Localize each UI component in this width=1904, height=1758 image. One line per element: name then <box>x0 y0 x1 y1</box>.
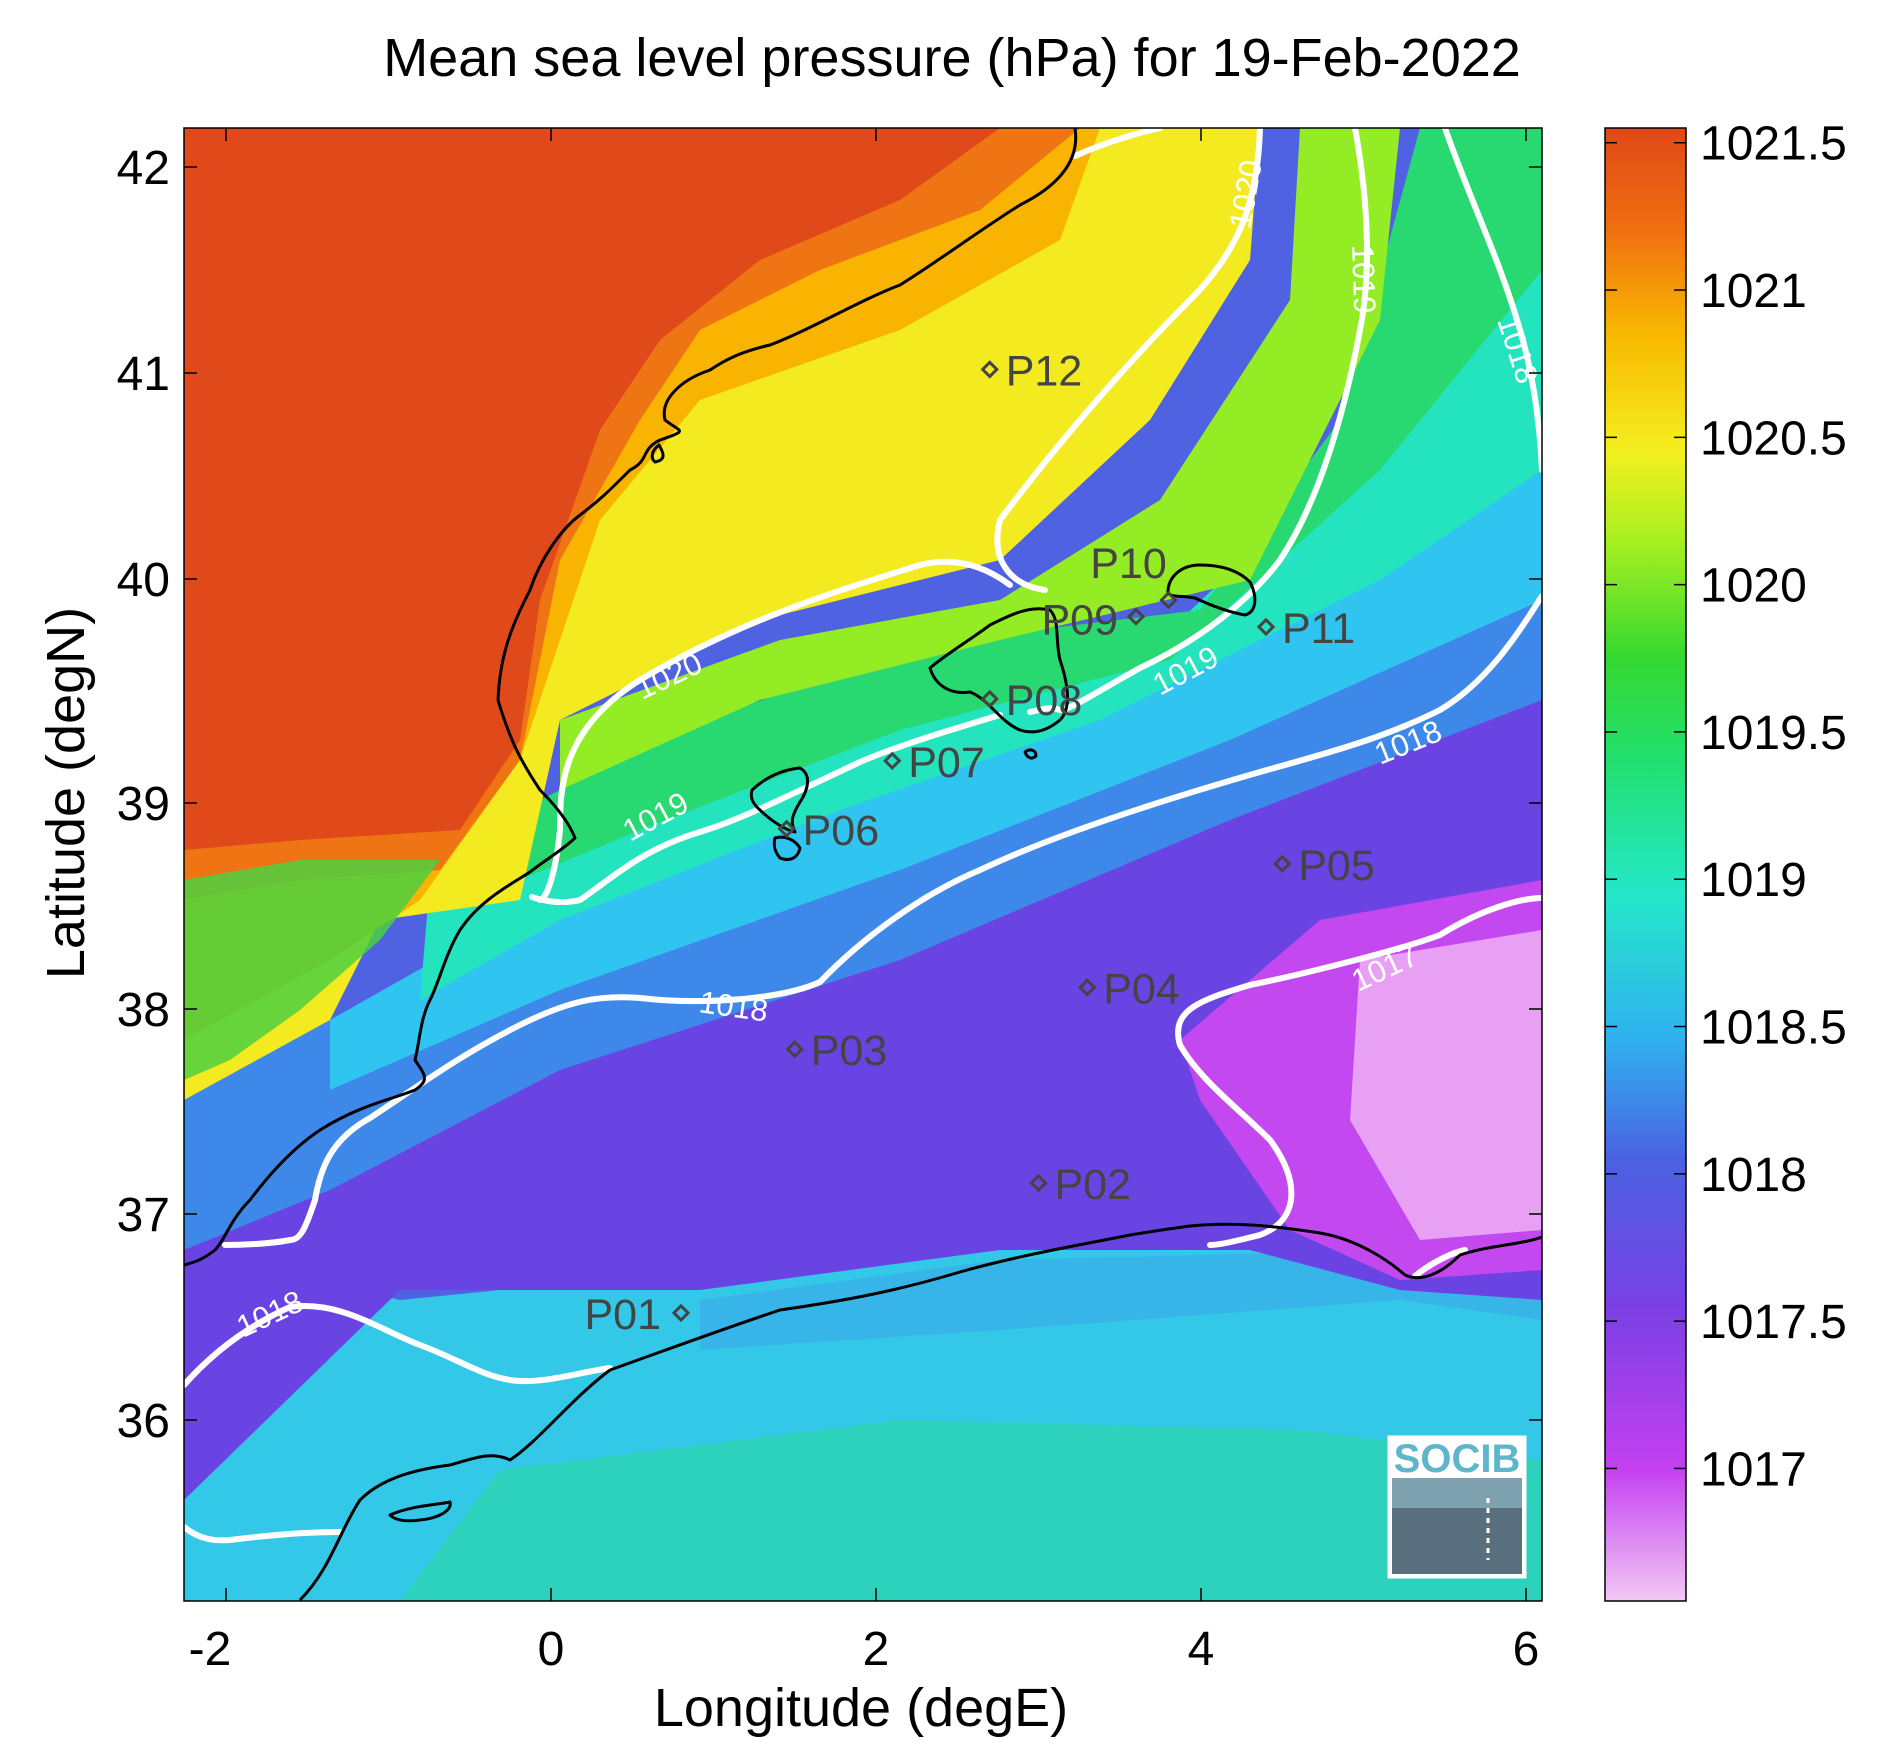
point-marker <box>1126 607 1146 626</box>
point-marker <box>980 689 999 709</box>
coastlines <box>184 128 1542 1601</box>
points-layer: P01 P02 P03 P04 P05 P06 P07 P08 P09 P10 P11 P12 <box>584 347 1374 1338</box>
field-south-green <box>400 1420 1542 1601</box>
coastline-ebro-delta <box>650 443 665 464</box>
coastline-ibiza <box>749 766 809 834</box>
colorbar-labels: 1017 1017.5 1018 1018.5 1019 1019.5 1020 1020.5… <box>1700 118 1847 1497</box>
point-label: P08 <box>1006 677 1083 725</box>
colorbar-tick-label: 1021.5 <box>1700 118 1847 171</box>
field-green-band <box>520 128 1542 880</box>
colorbar: 1017 1017.5 1018 1018.5 1019 1019.5 1020 1020.5… <box>1604 118 1847 1602</box>
x-tick-label: 4 <box>1188 1623 1215 1676</box>
point-marker <box>671 1303 691 1323</box>
y-tick-label: 39 <box>117 778 170 831</box>
x-tick-label: -2 <box>189 1623 232 1676</box>
point-marker <box>1159 590 1178 610</box>
point-marker <box>1256 617 1276 637</box>
point-label: P01 <box>584 1291 661 1339</box>
point-marker <box>1078 978 1097 997</box>
colorbar-gradient <box>1604 127 1687 1602</box>
map-frame <box>183 127 1543 1602</box>
colorbar-tick-label: 1021 <box>1700 265 1807 318</box>
coastline-menorca <box>1166 563 1257 617</box>
coastline-formentera <box>772 835 802 862</box>
y-tick-labels: 36 37 38 39 40 41 42 <box>117 142 170 1448</box>
point-marker <box>980 360 999 379</box>
y-tick-label: 38 <box>117 984 170 1037</box>
x-tick-label: 2 <box>863 1623 890 1676</box>
coastline-mallorca <box>928 607 1069 734</box>
colorbar-tick-label: 1020.5 <box>1700 412 1847 465</box>
y-tick-label: 40 <box>117 554 170 607</box>
map-title: Mean sea level pressure (hPa) for 19-Feb… <box>383 28 1521 88</box>
y-tick-label: 42 <box>117 142 170 195</box>
contour-1019-upper <box>1027 128 1370 715</box>
y-tick-label: 36 <box>117 1395 170 1448</box>
socib-logo-text: SOCIB <box>1394 1437 1521 1481</box>
field-south-blue <box>700 1250 1542 1350</box>
coastline-cabrera <box>1023 748 1038 760</box>
point-label: P11 <box>1282 605 1355 653</box>
colorbar-tick-label: 1017.5 <box>1700 1296 1847 1349</box>
colorbar-tick-label: 1019.5 <box>1700 707 1847 760</box>
contour-1017-small <box>1412 1247 1468 1279</box>
x-tick-labels: -2 0 2 4 6 <box>189 1623 1540 1676</box>
colorbar-tick-label: 1019 <box>1700 854 1807 907</box>
contour-1018-ne <box>1442 128 1542 473</box>
field-blue-band <box>184 560 1542 1250</box>
point-label: P06 <box>803 807 880 855</box>
y-tick-label: 41 <box>117 348 170 401</box>
y-tick-label: 37 <box>117 1189 170 1242</box>
contour-label-1019-ne: 1019 <box>1345 244 1382 314</box>
coastline-north-africa <box>609 1222 1542 1372</box>
point-label: P05 <box>1298 842 1375 890</box>
coastline-alboran-island <box>388 1500 452 1523</box>
point-label: P09 <box>1041 597 1118 645</box>
point-marker <box>777 819 796 838</box>
x-tick-label: 6 <box>1513 1623 1540 1676</box>
coastline-africa-west <box>298 1368 611 1601</box>
colorbar-tick-label: 1018.5 <box>1700 1002 1847 1055</box>
field-teal-band <box>420 250 1542 1000</box>
contour-lines <box>184 128 1542 1544</box>
contour-1020-top <box>1072 128 1163 159</box>
contour-1020-lower <box>537 558 1013 903</box>
point-marker <box>785 1040 804 1059</box>
point-label: P07 <box>908 739 985 787</box>
x-axis-label: Longitude (degE) <box>653 1678 1069 1738</box>
point-label: P12 <box>1006 347 1083 395</box>
colorbar-tick-label: 1020 <box>1700 560 1807 613</box>
colorbar-tick-label: 1018 <box>1700 1149 1807 1202</box>
point-label: P03 <box>811 1027 888 1075</box>
point-label: P02 <box>1055 1161 1132 1209</box>
coastline-iberia <box>184 128 1078 1267</box>
field-red <box>184 128 1000 850</box>
map-ticks <box>184 128 1542 1601</box>
point-marker <box>1273 854 1292 873</box>
x-tick-label: 0 <box>538 1623 565 1676</box>
contour-1019-lower <box>529 712 1003 906</box>
socib-logo: SOCIB <box>1387 1435 1527 1579</box>
pressure-field <box>184 128 1542 1601</box>
colorbar-ticks <box>1605 141 1686 1470</box>
contour-1020-upper <box>994 128 1263 593</box>
colorbar-tick-label: 1017 <box>1700 1443 1807 1496</box>
contour-1017 <box>1175 895 1542 1248</box>
field-coast-green <box>184 860 440 1080</box>
point-label: P04 <box>1103 965 1180 1013</box>
point-marker <box>883 751 902 770</box>
point-marker <box>1029 1173 1048 1193</box>
field-lime-band <box>560 128 1400 790</box>
contour-1018-sw <box>184 1302 613 1388</box>
field-pink <box>1350 930 1542 1240</box>
point-label: P10 <box>1090 540 1167 588</box>
contour-1018-mid <box>222 593 1542 1248</box>
contour-1018-bottom <box>184 1524 343 1544</box>
